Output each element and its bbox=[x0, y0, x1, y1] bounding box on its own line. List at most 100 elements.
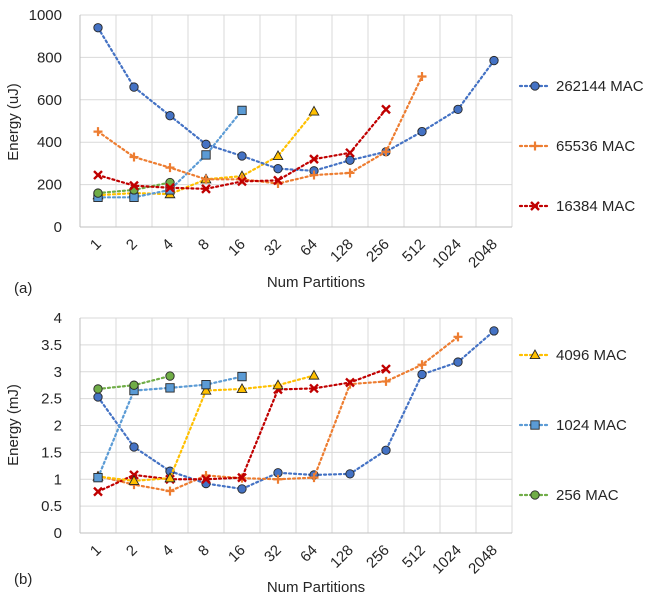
data-point bbox=[345, 377, 355, 388]
data-point bbox=[381, 376, 391, 386]
data-point bbox=[273, 164, 283, 174]
data-point bbox=[308, 105, 320, 116]
legend-item: 262144 MAC bbox=[518, 78, 644, 95]
series-1024-mac bbox=[93, 371, 247, 483]
y-axis-title: Energy (mJ) bbox=[5, 384, 22, 466]
data-point bbox=[308, 369, 320, 380]
data-point bbox=[381, 364, 391, 374]
data-point bbox=[165, 371, 175, 381]
x-tick-label: 512 bbox=[399, 236, 429, 266]
x-tick-label: 256 bbox=[363, 236, 393, 266]
x-tick-label: 256 bbox=[363, 542, 393, 572]
legend-marker bbox=[530, 81, 540, 91]
y-tick-label: 3.5 bbox=[41, 337, 62, 354]
data-point bbox=[165, 163, 175, 173]
y-tick-label: 0 bbox=[54, 525, 62, 542]
series-256-mac bbox=[93, 371, 175, 394]
x-tick-label: 16 bbox=[225, 236, 249, 260]
x-tick-label: 1 bbox=[87, 542, 105, 560]
data-point bbox=[273, 175, 283, 186]
x-tick-label: 512 bbox=[399, 542, 429, 572]
x-tick-label: 4 bbox=[159, 236, 177, 254]
x-tick-label: 128 bbox=[327, 236, 357, 266]
chart-panel-a: 0 200 400 600 800 1000 1 2 4 8 16 32 64 128 256 512 1024… bbox=[5, 7, 644, 297]
data-point bbox=[93, 23, 103, 33]
data-point bbox=[201, 380, 211, 390]
x-tick-label: 1024 bbox=[429, 236, 465, 272]
legend-label: 65536 MAC bbox=[556, 138, 635, 155]
x-tick-label: 4 bbox=[159, 542, 177, 560]
y-tick-label: 1.5 bbox=[41, 444, 62, 461]
legend-item: 256 MAC bbox=[518, 487, 619, 504]
x-axis-title: Num Partitions bbox=[267, 579, 365, 596]
series-line bbox=[96, 75, 424, 185]
data-point bbox=[345, 168, 355, 178]
data-point bbox=[237, 371, 247, 382]
data-point bbox=[237, 472, 247, 483]
data-point bbox=[201, 183, 211, 194]
gridlines bbox=[80, 14, 513, 227]
legend-marker bbox=[529, 349, 541, 360]
x-tick-label: 16 bbox=[225, 542, 249, 566]
data-point bbox=[129, 180, 139, 191]
data-point bbox=[236, 383, 248, 393]
data-point bbox=[272, 379, 284, 390]
data-point bbox=[309, 154, 319, 165]
x-tick-label: 64 bbox=[297, 542, 321, 566]
data-point bbox=[165, 383, 175, 393]
y-tick-label: 1 bbox=[54, 471, 62, 488]
data-point bbox=[381, 147, 391, 157]
data-point bbox=[165, 182, 175, 193]
y-tick-label: 600 bbox=[37, 92, 62, 109]
data-point bbox=[345, 469, 355, 479]
legend-label: 262144 MAC bbox=[556, 78, 644, 95]
series-line bbox=[96, 329, 496, 491]
y-tick-label: 2 bbox=[54, 418, 62, 435]
data-point bbox=[237, 105, 247, 116]
data-point bbox=[309, 170, 319, 180]
data-point bbox=[489, 55, 499, 66]
legend-item: 65536 MAC bbox=[518, 138, 635, 155]
data-point bbox=[381, 104, 391, 115]
x-tick-label: 32 bbox=[261, 236, 285, 260]
data-point bbox=[201, 474, 211, 485]
data-point bbox=[200, 384, 212, 395]
data-point bbox=[93, 170, 103, 180]
y-tick-label: 2.5 bbox=[41, 391, 62, 408]
y-tick-label: 800 bbox=[37, 49, 62, 66]
y-tick-label: 3 bbox=[54, 364, 62, 381]
data-point bbox=[453, 357, 463, 367]
x-tick-label: 8 bbox=[195, 236, 213, 254]
data-point bbox=[237, 484, 247, 494]
x-tick-label: 2048 bbox=[465, 542, 501, 578]
data-point bbox=[93, 188, 103, 198]
data-point bbox=[345, 155, 355, 165]
data-point bbox=[129, 380, 139, 390]
legend-label: 4096 MAC bbox=[556, 347, 627, 364]
gridlines bbox=[80, 317, 513, 533]
series-262144-mac bbox=[93, 23, 499, 176]
y-tick-label: 4 bbox=[54, 310, 62, 327]
data-point bbox=[128, 474, 140, 485]
x-tick-label: 2 bbox=[123, 542, 141, 560]
series-4096-mac bbox=[92, 369, 320, 485]
data-point bbox=[417, 369, 427, 380]
data-point bbox=[93, 472, 103, 483]
data-point bbox=[201, 150, 211, 160]
y-tick-label: 0 bbox=[54, 219, 62, 236]
panel-label: (b) bbox=[14, 571, 32, 588]
data-point bbox=[381, 445, 391, 455]
data-point bbox=[417, 71, 427, 81]
legend-label: 16384 MAC bbox=[556, 198, 635, 215]
data-point bbox=[272, 150, 284, 161]
data-point bbox=[164, 472, 176, 483]
data-point bbox=[93, 392, 103, 402]
data-point bbox=[309, 473, 319, 483]
panel-label: (a) bbox=[14, 280, 32, 297]
data-point bbox=[129, 152, 139, 162]
legend-item: 4096 MAC bbox=[518, 347, 627, 364]
data-point bbox=[237, 176, 247, 187]
data-point bbox=[165, 111, 175, 121]
data-point bbox=[417, 126, 427, 137]
